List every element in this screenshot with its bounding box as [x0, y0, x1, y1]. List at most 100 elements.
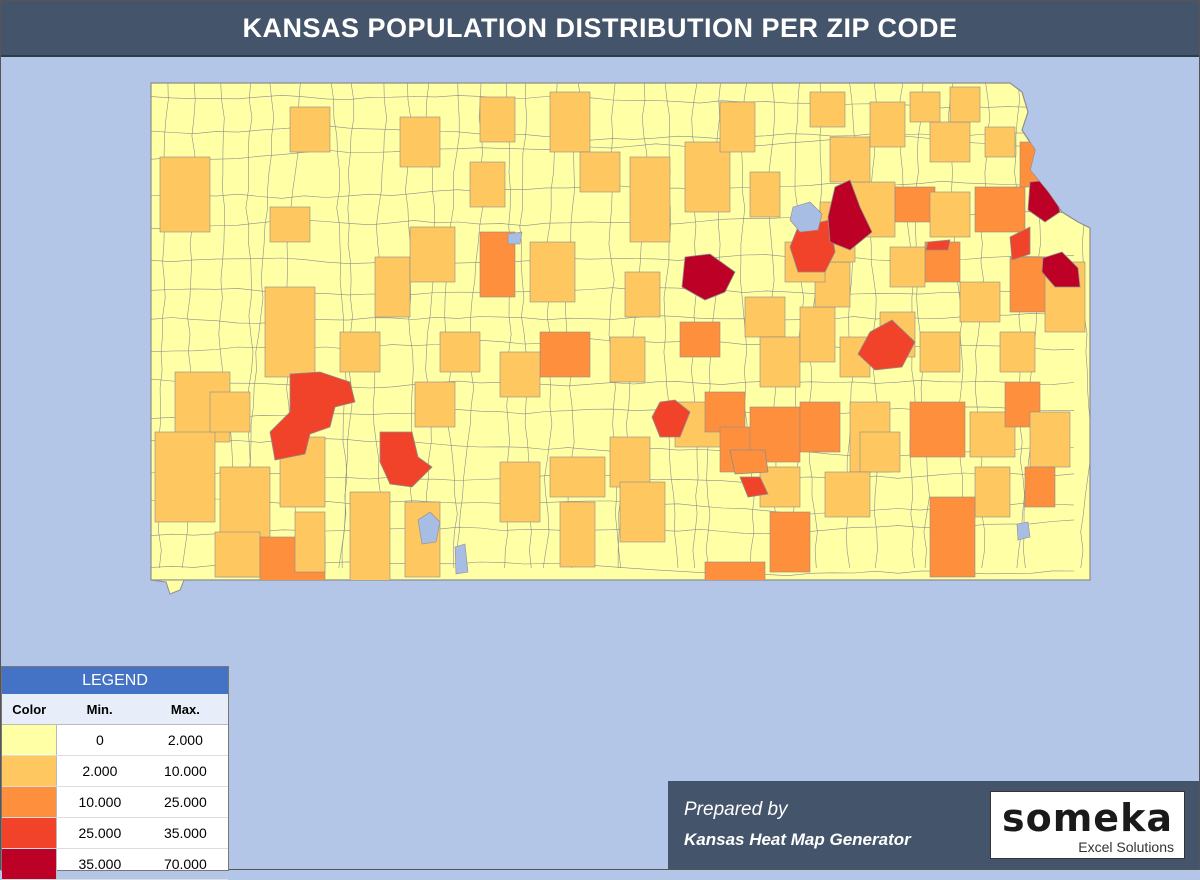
zip-hotspot: [379, 431, 433, 488]
zip-hotspot: [681, 253, 736, 301]
zip-region: [159, 156, 211, 233]
zip-region: [409, 226, 456, 283]
title-bar: KANSAS POPULATION DISTRIBUTION PER ZIP C…: [1, 1, 1199, 57]
zip-hotspot: [729, 449, 769, 475]
zip-region: [559, 501, 596, 568]
lake: [1016, 521, 1031, 541]
zip-boundary: [151, 519, 1075, 537]
legend-header-row: Color Min. Max.: [2, 694, 228, 725]
zip-boundary: [329, 83, 348, 569]
legend-row: 35.000 70.000: [2, 848, 228, 880]
zip-region: [949, 86, 981, 123]
zip-region: [894, 186, 936, 223]
zip-region: [984, 126, 1016, 158]
zip-region: [624, 271, 661, 318]
zip-region: [799, 306, 836, 363]
zip-region: [499, 351, 541, 398]
lake: [417, 511, 441, 545]
legend-swatch: [2, 755, 57, 787]
zip-region: [1019, 141, 1046, 188]
zip-region: [919, 331, 961, 373]
zip-region: [269, 206, 311, 243]
logo-subtitle: Excel Solutions: [1078, 839, 1174, 855]
logo-wordmark: someka: [1001, 796, 1173, 840]
zip-region: [999, 331, 1036, 373]
zip-region: [769, 511, 811, 573]
zip-boundary: [151, 135, 1075, 161]
zip-hotspot: [1009, 226, 1031, 261]
zip-region: [704, 561, 766, 580]
zip-region: [549, 456, 606, 498]
zip-region: [929, 121, 971, 163]
zip-region: [824, 471, 871, 518]
zip-region: [974, 186, 1026, 233]
legend-max: 10.000: [142, 755, 228, 787]
zip-region: [809, 91, 846, 128]
zip-region: [214, 531, 261, 578]
zip-region: [479, 96, 516, 143]
zip-region: [629, 156, 671, 243]
zip-region: [1029, 411, 1071, 468]
legend-min: 0: [56, 724, 143, 756]
zip-region: [439, 331, 481, 373]
legend-table: Color Min. Max. 0 2.000 2.000 10.000 10.…: [2, 694, 228, 880]
zip-region: [154, 431, 216, 523]
zip-region: [889, 246, 926, 288]
legend-panel: LEGEND Color Min. Max. 0 2.000 2.000 10.…: [1, 666, 229, 880]
zip-region: [679, 321, 721, 358]
legend-header-min: Min.: [56, 694, 143, 725]
zip-region: [374, 256, 411, 318]
zip-region: [349, 491, 391, 580]
zip-boundary: [869, 83, 879, 569]
zip-region: [744, 296, 786, 338]
zip-region: [759, 336, 801, 388]
zip-hotspot: [651, 399, 691, 438]
zip-region: [499, 461, 541, 523]
someka-logo[interactable]: someka Excel Solutions: [990, 791, 1185, 859]
zip-region: [929, 191, 971, 238]
prepared-by-label: Prepared by: [684, 799, 788, 820]
lake: [454, 543, 469, 575]
zip-region: [414, 381, 456, 428]
generator-name: Kansas Heat Map Generator: [684, 830, 911, 849]
legend-header-max: Max.: [142, 694, 228, 725]
legend-swatch: [2, 848, 57, 880]
zip-region: [799, 401, 841, 453]
zip-boundary: [444, 83, 460, 569]
zip-region: [929, 496, 976, 578]
zip-hotspot: [269, 371, 356, 461]
zip-boundary: [1014, 83, 1026, 569]
zip-region: [909, 91, 941, 123]
zip-regions: [154, 86, 1086, 580]
zip-boundary: [151, 377, 1075, 389]
zip-region: [539, 331, 591, 378]
zip-region: [609, 436, 651, 488]
zip-region: [959, 281, 1001, 323]
legend-min: 2.000: [56, 755, 143, 787]
zip-region: [469, 161, 506, 208]
legend-min: 35.000: [56, 848, 143, 880]
legend-swatch: [2, 724, 57, 756]
legend-max: 70.000: [142, 848, 228, 880]
zip-region: [609, 336, 646, 383]
zip-region: [619, 481, 666, 543]
credit-panel: Prepared by Kansas Heat Map Generator so…: [668, 781, 1199, 869]
zip-region: [759, 466, 801, 508]
legend-row: 2.000 10.000: [2, 755, 228, 787]
lake: [789, 201, 823, 233]
zip-region: [399, 116, 441, 168]
page-title: KANSAS POPULATION DISTRIBUTION PER ZIP C…: [242, 12, 958, 43]
zip-region: [704, 391, 746, 433]
zip-boundary: [914, 83, 930, 569]
zip-boundary: [151, 125, 1075, 141]
zip-region: [859, 431, 901, 473]
zip-hotspot: [827, 179, 873, 251]
zip-hotspot: [925, 239, 951, 251]
zip-region: [209, 391, 251, 433]
water-bodies: [417, 201, 1031, 575]
zip-hotspot: [1041, 251, 1081, 288]
zip-region: [719, 101, 756, 153]
legend-swatch: [2, 786, 57, 818]
zip-hotspot: [739, 476, 769, 498]
zip-region: [529, 241, 576, 303]
